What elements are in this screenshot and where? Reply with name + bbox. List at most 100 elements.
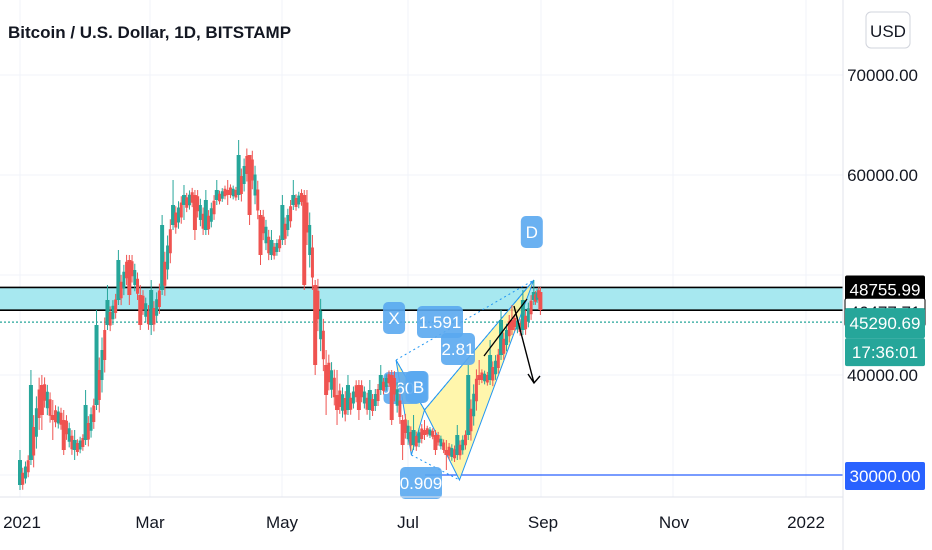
resistance-zone: [0, 287, 843, 311]
candle-body: [286, 215, 290, 230]
candle: [54, 405, 58, 428]
candle-body: [155, 299, 159, 316]
candle-body: [453, 449, 457, 459]
candle-body: [253, 174, 257, 196]
candle-body: [381, 381, 385, 391]
candle: [458, 440, 462, 460]
candle: [256, 180, 260, 220]
candle: [152, 301, 156, 332]
candle: [300, 189, 304, 206]
candle-body: [43, 384, 47, 401]
pattern-ratio-line: [395, 279, 535, 361]
candle-body: [236, 155, 241, 195]
candle: [502, 332, 506, 360]
candle-body: [524, 315, 528, 330]
candle-body: [345, 385, 350, 410]
candle: [23, 461, 27, 484]
candle-body: [458, 444, 462, 456]
candle-body: [89, 414, 93, 431]
candle: [177, 201, 181, 229]
candle: [136, 272, 140, 300]
candle: [125, 254, 129, 286]
candle: [239, 168, 243, 202]
candle-body: [149, 290, 154, 325]
price-tick-label: 40000.00: [847, 366, 918, 385]
candle: [111, 300, 115, 325]
candle: [196, 190, 200, 218]
candle: [469, 399, 473, 441]
candle-body: [114, 299, 118, 313]
candle-body: [78, 440, 82, 450]
candle-body: [529, 300, 533, 315]
candle-body: [378, 375, 383, 390]
candle: [192, 190, 197, 240]
candle-body: [354, 385, 358, 398]
price-tick-label: 60000.00: [847, 166, 918, 185]
candle-body: [228, 187, 232, 195]
candle-body: [356, 385, 361, 410]
candle-body: [275, 243, 279, 252]
currency-label[interactable]: USD: [870, 22, 906, 41]
candle: [264, 219, 268, 251]
candle-body: [474, 378, 478, 402]
candle: [72, 430, 77, 460]
candle-body: [48, 399, 52, 416]
time-axis-labels[interactable]: 2021 Mar May Jul Sep Nov 2022: [3, 513, 825, 532]
candle-body: [371, 399, 375, 411]
candle-body: [289, 206, 293, 222]
candle-body: [39, 385, 44, 415]
candle-body: [75, 443, 79, 452]
candle-body: [343, 398, 347, 415]
candle-body: [196, 196, 200, 212]
candle-body: [94, 325, 99, 405]
candle: [463, 430, 467, 450]
candle: [92, 398, 96, 429]
time-tick-label: Jul: [397, 513, 419, 532]
price-tick-label: 70000.00: [847, 66, 918, 85]
candle: [280, 195, 285, 245]
candle-body: [316, 290, 320, 320]
candle-body: [335, 395, 340, 410]
pattern-ratio-line: [424, 279, 535, 411]
candle: [201, 207, 205, 235]
time-tick-label: 2021: [3, 513, 41, 532]
candle-body: [526, 308, 530, 322]
candle: [367, 380, 372, 420]
candle: [185, 192, 189, 213]
candle-body: [469, 408, 473, 432]
candle: [174, 206, 178, 234]
candle: [116, 250, 121, 305]
candle-body: [507, 321, 511, 337]
candle: [496, 348, 500, 374]
candle: [34, 396, 38, 449]
candle-body: [496, 354, 500, 368]
countdown-tag: 17:36:01: [845, 338, 925, 367]
candle: [520, 290, 525, 335]
candle-body: [201, 213, 205, 229]
candle-body: [367, 390, 372, 410]
point-d-label-bg: [520, 216, 543, 248]
candle: [409, 426, 413, 452]
point-x-label-text: X: [388, 309, 399, 328]
candle: [444, 440, 449, 470]
candle: [431, 428, 435, 440]
candle: [97, 357, 101, 413]
level-tag-45290-bg: [845, 308, 925, 339]
currency-button-frame[interactable]: [865, 11, 911, 49]
candle: [234, 186, 238, 201]
candle-body: [209, 208, 213, 222]
candle-body: [218, 193, 222, 202]
candle: [61, 410, 66, 455]
candle: [417, 427, 421, 448]
candle-body: [168, 229, 172, 254]
candle: [433, 430, 438, 455]
candle: [209, 202, 213, 228]
candle: [439, 435, 443, 450]
candle: [214, 180, 219, 205]
currency-button[interactable]: USD: [865, 11, 911, 49]
candle-body: [61, 420, 66, 450]
candle-body: [92, 405, 96, 422]
candle: [231, 185, 235, 200]
candle: [286, 208, 290, 237]
